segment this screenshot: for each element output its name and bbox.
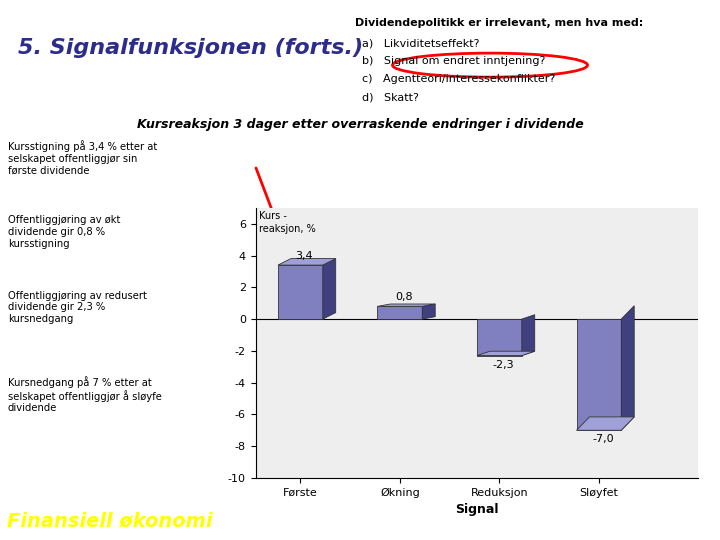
- Text: Teori og praksis  4. utgave: Teori og praksis 4. utgave: [259, 516, 406, 525]
- Text: c)   Agentteori/interessekonflikter?: c) Agentteori/interessekonflikter?: [362, 74, 555, 84]
- Text: Offentliggjøring av økt
dividende gir 0,8 %
kursstigning: Offentliggjøring av økt dividende gir 0,…: [8, 215, 120, 249]
- Polygon shape: [621, 306, 634, 430]
- Text: 3,4: 3,4: [295, 251, 313, 261]
- Polygon shape: [477, 319, 522, 356]
- Text: Kursreaksjon 3 dager etter overraskende endringer i dividende: Kursreaksjon 3 dager etter overraskende …: [137, 118, 583, 131]
- Text: b)   Signal om endret inntjening?: b) Signal om endret inntjening?: [362, 56, 545, 66]
- Polygon shape: [477, 351, 535, 356]
- X-axis label: Signal: Signal: [455, 503, 499, 516]
- Polygon shape: [577, 417, 634, 430]
- Polygon shape: [278, 259, 336, 265]
- Text: Øyvind Bøhren og Dag Michalsen: Øyvind Bøhren og Dag Michalsen: [528, 516, 713, 525]
- Text: d)   Skatt?: d) Skatt?: [362, 92, 419, 102]
- Text: -2,3: -2,3: [492, 360, 514, 369]
- Text: 5. Signalfunksjonen (forts.): 5. Signalfunksjonen (forts.): [18, 38, 363, 58]
- Polygon shape: [278, 265, 323, 319]
- Text: Kursstigning på 3,4 % etter at
selskapet offentliggjør sin
første dividende: Kursstigning på 3,4 % etter at selskapet…: [8, 140, 157, 176]
- Text: 0,8: 0,8: [395, 292, 413, 302]
- Text: Dividendepolitikk er irrelevant, men hva med:: Dividendepolitikk er irrelevant, men hva…: [355, 18, 643, 28]
- Text: a)   Likviditetseffekt?: a) Likviditetseffekt?: [362, 38, 480, 48]
- Polygon shape: [323, 259, 336, 319]
- Polygon shape: [522, 315, 535, 356]
- Polygon shape: [577, 319, 621, 430]
- Text: reaksjon, %: reaksjon, %: [258, 224, 315, 234]
- Text: Offentliggjøring av redusert
dividende gir 2,3 %
kursnedgang: Offentliggjøring av redusert dividende g…: [8, 291, 147, 324]
- Text: Finansiell økonomi: Finansiell økonomi: [7, 511, 213, 530]
- Text: Kurs -: Kurs -: [258, 211, 287, 221]
- Polygon shape: [422, 304, 435, 319]
- Text: -7,0: -7,0: [592, 434, 613, 444]
- Polygon shape: [377, 306, 422, 319]
- Polygon shape: [377, 304, 435, 306]
- Text: Kursnedgang på 7 % etter at
selskapet offentliggjør å sløyfe
dividende: Kursnedgang på 7 % etter at selskapet of…: [8, 376, 162, 413]
